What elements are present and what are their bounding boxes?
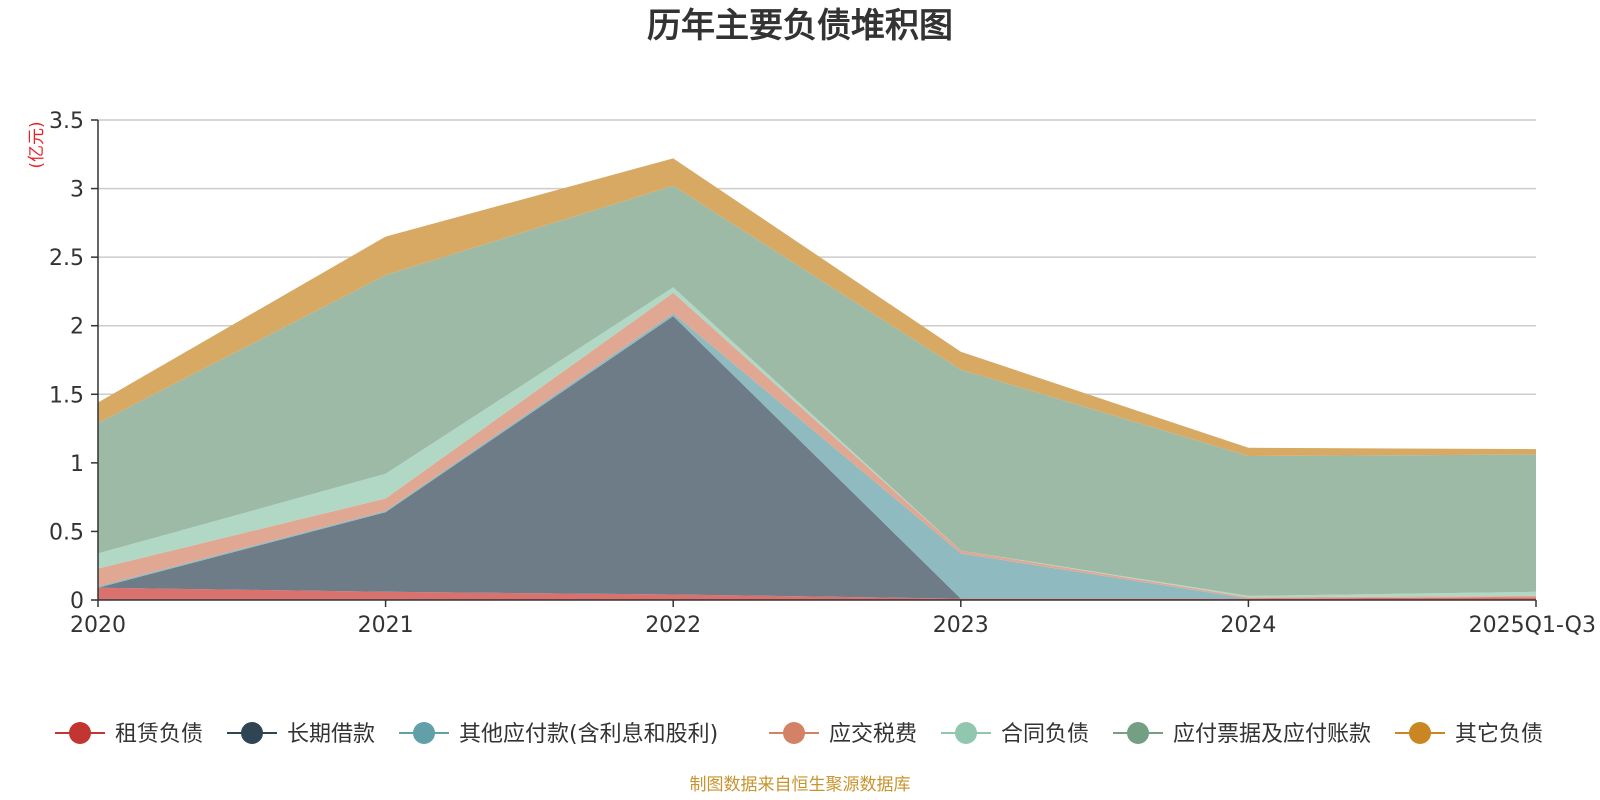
x-tick-label-0: 2020 bbox=[70, 613, 126, 638]
legend-item-0[interactable]: 租赁负债 bbox=[55, 722, 203, 747]
area-series-6 bbox=[98, 158, 1536, 456]
area-series-5 bbox=[98, 185, 1536, 596]
legend-item-2[interactable]: 其他应付款(含利息和股利) bbox=[399, 722, 718, 747]
legend-marker-5 bbox=[1127, 722, 1149, 744]
legend-marker-2 bbox=[413, 722, 435, 744]
legend-item-1[interactable]: 长期借款 bbox=[227, 722, 375, 747]
legend-label-0: 租赁负债 bbox=[115, 722, 203, 747]
legend-item-6[interactable]: 其它负债 bbox=[1395, 722, 1543, 747]
x-tick-label-1: 2021 bbox=[358, 613, 414, 638]
area-series-2 bbox=[98, 313, 1536, 599]
y-axis-ticks: 0 0.5 1 1.5 2 2.5 3 3.5 bbox=[49, 109, 98, 614]
legend-label-5: 应付票据及应付账款 bbox=[1173, 722, 1371, 747]
x-tick-label-5: 2025Q1-Q3 bbox=[1469, 613, 1596, 638]
area-series-0 bbox=[98, 587, 1536, 600]
y-tick-label-4: 2 bbox=[70, 315, 84, 340]
legend-item-3[interactable]: 应交税费 bbox=[769, 722, 917, 747]
legend-marker-3 bbox=[783, 722, 805, 744]
axes bbox=[97, 120, 1536, 601]
legend-label-3: 应交税费 bbox=[829, 722, 917, 747]
x-axis-ticks: 2020 2021 2022 2023 2024 2025Q1-Q3 bbox=[70, 600, 1596, 638]
x-tick-label-2: 2022 bbox=[645, 613, 701, 638]
legend-marker-6 bbox=[1409, 722, 1431, 744]
legend-label-1: 长期借款 bbox=[287, 722, 375, 747]
legend-item-5[interactable]: 应付票据及应付账款 bbox=[1113, 722, 1371, 747]
legend-label-2: 其他应付款(含利息和股利) bbox=[459, 722, 718, 747]
data-source-note: 制图数据来自恒生聚源数据库 bbox=[690, 775, 911, 795]
y-tick-label-0: 0 bbox=[70, 589, 84, 614]
x-tick-label-4: 2024 bbox=[1220, 613, 1276, 638]
legend-label-4: 合同负债 bbox=[1001, 722, 1089, 747]
y-tick-label-3: 1.5 bbox=[49, 383, 84, 408]
legend-label-6: 其它负债 bbox=[1455, 722, 1543, 747]
legend-marker-0 bbox=[69, 722, 91, 744]
x-tick-label-3: 2023 bbox=[933, 613, 989, 638]
y-tick-label-6: 3 bbox=[70, 178, 84, 203]
area-series-group bbox=[98, 158, 1536, 600]
legend: 租赁负债 长期借款 其他应付款(含利息和股利) 应交税费 合同负债 应付票据及应付账款 其它… bbox=[55, 722, 1543, 747]
y-tick-label-1: 0.5 bbox=[49, 520, 84, 545]
legend-marker-1 bbox=[241, 722, 263, 744]
legend-marker-4 bbox=[955, 722, 977, 744]
y-axis-unit-label: (亿元) bbox=[27, 121, 47, 168]
chart-title: 历年主要负债堆积图 bbox=[647, 6, 953, 46]
area-series-1 bbox=[98, 316, 1536, 599]
y-tick-label-7: 3.5 bbox=[49, 109, 84, 134]
y-tick-label-5: 2.5 bbox=[49, 246, 84, 271]
y-tick-label-2: 1 bbox=[70, 452, 84, 477]
legend-item-4[interactable]: 合同负债 bbox=[941, 722, 1089, 747]
